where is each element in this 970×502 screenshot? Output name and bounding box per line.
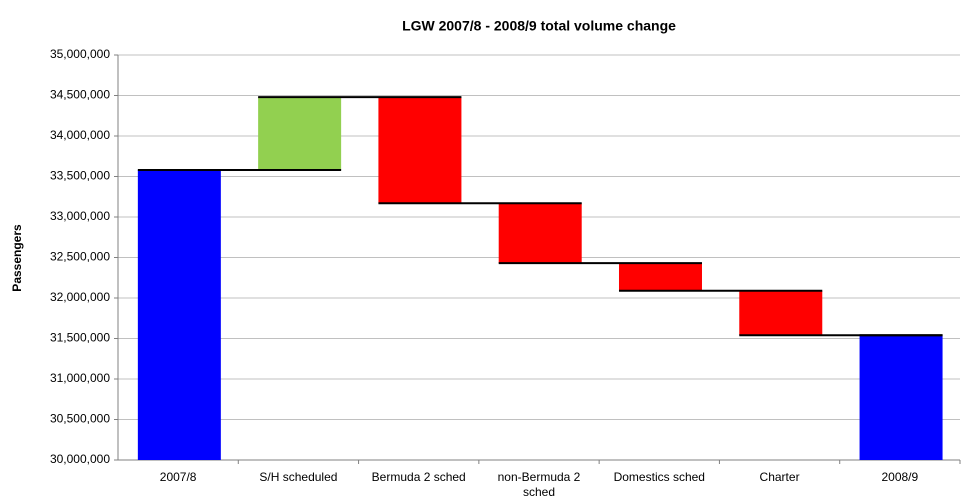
bar xyxy=(378,97,462,204)
y-tick-label: 30,500,000 xyxy=(50,412,110,426)
y-tick-label: 31,000,000 xyxy=(50,371,110,385)
chart-title: LGW 2007/8 - 2008/9 total volume change xyxy=(402,18,676,34)
bar xyxy=(739,290,823,336)
x-tick-label: Charter xyxy=(759,470,800,484)
y-tick-label: 30,000,000 xyxy=(50,452,110,466)
bar xyxy=(859,335,943,460)
bar xyxy=(618,263,702,291)
x-tick-label: non-Bermuda 2 sched xyxy=(497,470,581,499)
y-tick-label: 34,000,000 xyxy=(50,128,110,142)
y-tick-label: 33,000,000 xyxy=(50,209,110,223)
x-tick-label: S/H scheduled xyxy=(259,470,338,484)
y-tick-label: 35,000,000 xyxy=(50,47,110,61)
y-tick-label: 32,500,000 xyxy=(50,250,110,264)
y-axis-label: Passengers xyxy=(10,224,24,292)
x-tick-label: 2007/8 xyxy=(159,470,197,484)
bar xyxy=(137,170,221,460)
y-tick-label: 31,500,000 xyxy=(50,331,110,345)
x-tick-label: Domestics sched xyxy=(613,470,705,484)
x-tick-label: 2008/9 xyxy=(881,470,919,484)
bar xyxy=(258,97,342,171)
bar xyxy=(498,203,582,264)
y-tick-label: 34,500,000 xyxy=(50,88,110,102)
x-tick-label: Bermuda 2 sched xyxy=(371,470,466,484)
y-tick-label: 32,000,000 xyxy=(50,290,110,304)
y-tick-label: 33,500,000 xyxy=(50,169,110,183)
